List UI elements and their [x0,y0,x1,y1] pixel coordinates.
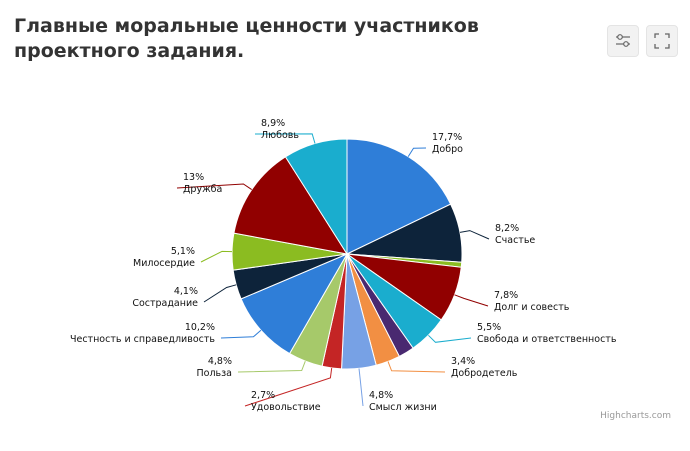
connector-дружба [176,183,252,191]
connector-сострадание [203,284,237,303]
connector-честность-и-справедливость [220,329,262,339]
data-label-name: Смысл жизни [369,402,437,413]
data-label-name: Любовь [261,130,299,141]
filter-settings-button[interactable] [607,25,639,57]
data-label-name: Дружба [183,184,222,195]
data-label-value: 17,7% [432,132,462,143]
data-label-value: 4,8% [369,390,393,401]
fullscreen-button[interactable] [646,25,678,57]
data-label-name: Добродетель [451,368,518,379]
connector-смысл-жизни [358,368,364,407]
data-label-value: 10,2% [185,322,215,333]
data-label-name: Счастье [495,235,535,246]
data-label-name: Свобода и ответственность [477,334,617,345]
connector-долг-и-совесть [454,294,489,307]
sliders-icon [616,34,630,47]
data-label-value: 8,9% [261,118,285,129]
fullscreen-icon [654,33,670,49]
credits-link[interactable]: Highcharts.com [600,411,671,421]
connector-любовь [254,133,316,144]
pie-slice-любовь[interactable] [284,138,348,256]
data-label-name: Удовольствие [251,402,321,413]
data-label-value: 7,8% [494,290,518,301]
connector-счастье [459,230,490,240]
data-label-value: 4,1% [174,286,198,297]
connector-добро [407,147,427,157]
data-label-name: Сострадание [132,298,198,309]
connector-милосердие [200,250,233,263]
pie-slice-честность-и-справедливость[interactable] [240,252,349,355]
data-label-value: 8,2% [495,223,519,234]
data-label-value: 5,5% [477,322,501,333]
data-label-name: Долг и совесть [494,302,570,313]
data-label-name: Милосердие [133,258,195,269]
pie-slice-дружба[interactable] [233,156,349,255]
connector-свобода-и-ответственность [428,334,472,343]
chart-title: Главные моральные ценности участников пр… [14,15,479,62]
data-label-name: Честность и справедливость [70,334,215,345]
data-label-name: Добро [432,144,463,155]
data-label-value: 13% [183,172,204,183]
connector-удовольствие [244,367,333,407]
data-label-name: Польза [197,368,233,379]
data-label-value: 5,1% [171,246,195,257]
connector-добродетель [387,361,446,373]
data-label-value: 4,8% [208,356,232,367]
connector-польза [237,361,306,373]
data-label-value: 3,4% [451,356,475,367]
data-label-value: 2,7% [251,390,275,401]
pie-slice-добро[interactable] [346,138,452,255]
